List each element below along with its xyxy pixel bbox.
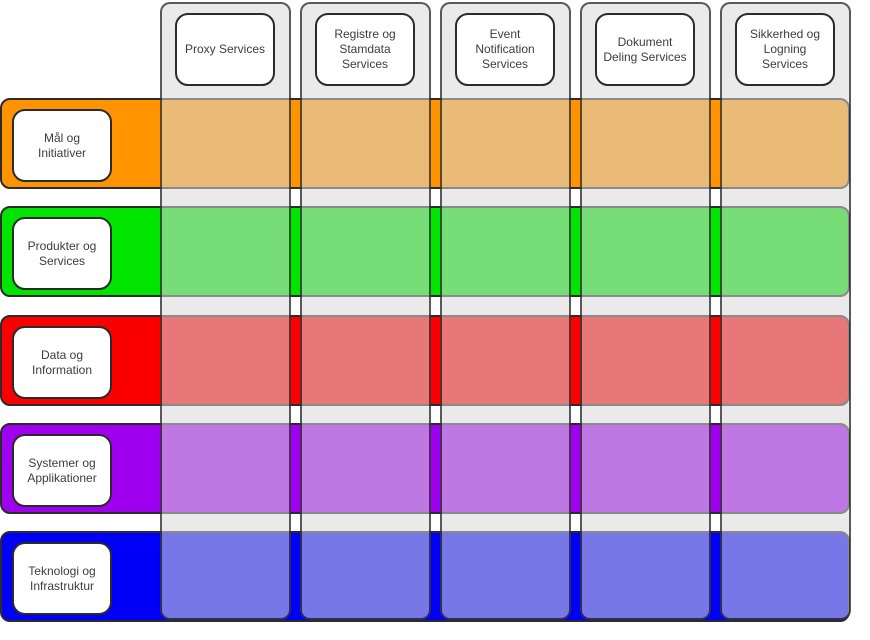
lane-label: Registre og Stamdata Services (334, 27, 396, 71)
row-label: Data og Information (31, 347, 93, 377)
lane-label-box-sikkerhed-og-logning-services[interactable]: Sikkerhed og Logning Services (735, 13, 835, 86)
lane-label: Event Notification Services (475, 27, 535, 71)
row-label-box-produkter-og-services[interactable]: Produkter og Services (12, 217, 112, 290)
lane-registre-og-stamdata-services[interactable]: Registre og Stamdata Services (300, 2, 431, 620)
lane-label: Proxy Services (184, 42, 266, 56)
row-label-box-systemer-og-applikationer[interactable]: Systemer og Applikationer (12, 434, 112, 507)
lane-label: Sikkerhed og Logning Services (749, 27, 821, 71)
lane-label-box-registre-og-stamdata-services[interactable]: Registre og Stamdata Services (315, 13, 415, 86)
lane-label: Dokument Deling Services (603, 34, 687, 64)
row-label: Produkter og Services (27, 238, 97, 268)
row-label: Teknologi og Infrastruktur (28, 563, 96, 593)
row-label-box-teknologi-og-infrastruktur[interactable]: Teknologi og Infrastruktur (12, 542, 112, 615)
lane-dokument-deling-services[interactable]: Dokument Deling Services (580, 2, 711, 620)
lane-label-box-event-notification-services[interactable]: Event Notification Services (455, 13, 555, 86)
row-label: Mål og Initiativer (37, 130, 87, 160)
row-label: Systemer og Applikationer (27, 455, 97, 485)
lane-label-box-dokument-deling-services[interactable]: Dokument Deling Services (595, 13, 695, 86)
row-label-box-mal-og-initiativer[interactable]: Mål og Initiativer (12, 109, 112, 182)
lane-sikkerhed-og-logning-services[interactable]: Sikkerhed og Logning Services (720, 2, 851, 620)
lane-label-box-proxy-services[interactable]: Proxy Services (175, 13, 275, 86)
lane-event-notification-services[interactable]: Event Notification Services (440, 2, 571, 620)
lane-proxy-services[interactable]: Proxy Services (160, 2, 291, 620)
row-label-box-data-og-information[interactable]: Data og Information (12, 326, 112, 399)
